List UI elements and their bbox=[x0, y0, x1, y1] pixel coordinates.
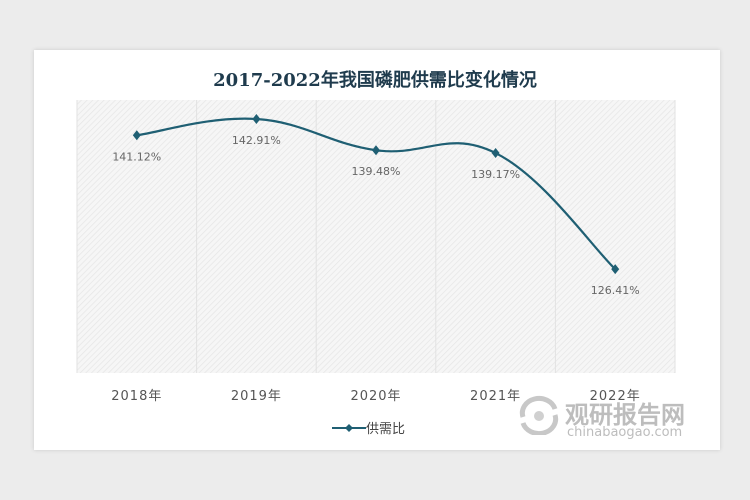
data-point bbox=[611, 264, 620, 275]
x-tick-label: 2020年 bbox=[350, 389, 402, 404]
x-tick-label: 2022年 bbox=[589, 389, 641, 404]
x-tick-label: 2019年 bbox=[230, 389, 282, 404]
data-label: 142.91% bbox=[232, 134, 281, 147]
watermark-name: 观研报告网 bbox=[565, 401, 685, 429]
data-label: 141.12% bbox=[112, 150, 161, 163]
chart-title: 2017-2022年我国磷肥供需比变化情况 bbox=[213, 70, 537, 91]
data-point bbox=[252, 114, 261, 125]
legend: 供需比 bbox=[332, 418, 405, 437]
data-label: 139.17% bbox=[471, 168, 520, 181]
data-point bbox=[491, 148, 500, 159]
watermark-site: chinabaogao.com bbox=[567, 425, 683, 440]
data-label: 126.41% bbox=[591, 284, 640, 297]
x-tick-label: 2018年 bbox=[111, 389, 163, 404]
legend-line-diamond-icon bbox=[332, 423, 366, 432]
legend-label: 供需比 bbox=[366, 422, 406, 437]
data-point bbox=[132, 130, 141, 141]
watermark: 观研报告网 chinabaogao.com bbox=[515, 395, 685, 440]
x-tick-label: 2021年 bbox=[470, 389, 522, 404]
data-point bbox=[372, 145, 380, 156]
watermark-logo-icon bbox=[519, 395, 559, 437]
data-label: 139.48% bbox=[352, 165, 401, 178]
